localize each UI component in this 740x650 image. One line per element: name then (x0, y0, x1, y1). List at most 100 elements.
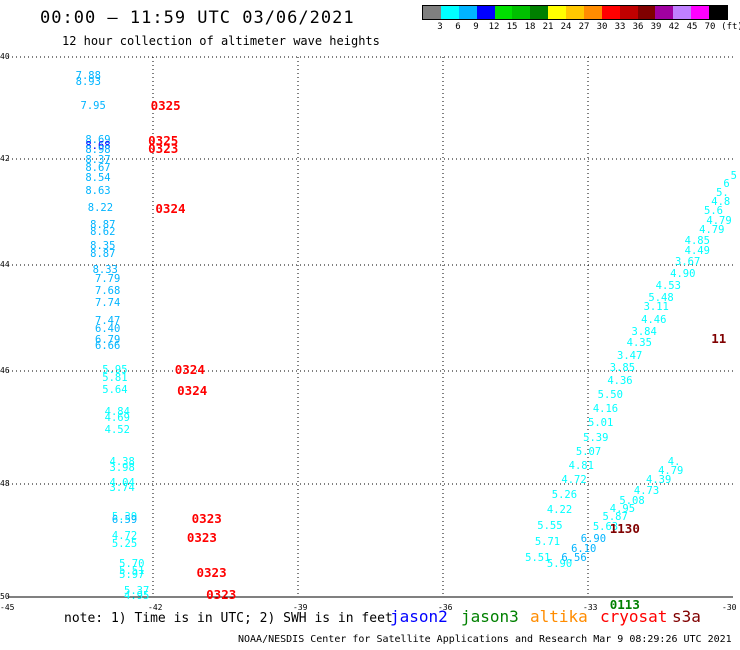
wave-height-label: 4.72 (111, 529, 138, 542)
wave-height-label: 8.87 (90, 247, 116, 260)
legend-swatch (440, 6, 459, 19)
wave-height-label: 5.51 (119, 564, 145, 577)
wave-height-label: 4.79 (706, 214, 732, 227)
wave-height-label: 5.81 (102, 371, 128, 384)
legend-swatch (619, 6, 638, 19)
wave-height-label: 5.70 (119, 558, 145, 571)
wave-height-label: 4.79 (699, 223, 725, 236)
lon-label: -33 (583, 603, 598, 612)
legend-tick-label: 33 (614, 22, 626, 32)
wave-height-label: 4.73 (633, 484, 660, 497)
map-grid (8, 56, 733, 598)
wave-height-label: 8.63 (85, 184, 111, 197)
wave-height-label: 4.38 (109, 456, 135, 469)
wave-height-label: 6.40 (95, 322, 121, 335)
legend-swatch (709, 6, 727, 19)
legend-tick-label: 42 (668, 22, 680, 32)
wave-height-label: 7.47 (95, 314, 121, 327)
lon-label: -39 (293, 603, 308, 612)
wave-height-label: 7.79 (95, 273, 121, 286)
wave-height-label: 6.90 (580, 532, 607, 545)
wave-height-label: 5 (730, 169, 737, 182)
wave-height-label: 4.81 (568, 459, 594, 472)
pass-time-label: 0323 (191, 510, 222, 526)
wave-height-label: 8.69 (85, 133, 111, 146)
legend-tick-label: 15 (506, 22, 518, 32)
lat-label: 40 (0, 52, 10, 61)
pass-time-label: 0113 (609, 597, 640, 613)
credit-line: NOAA/NESDIS Center for Satellite Applica… (238, 634, 732, 645)
wave-height-label: 8.33 (92, 263, 118, 276)
pass-time-label: 0325 (150, 98, 181, 114)
wave-height-label: 4.36 (607, 375, 633, 388)
legend-tick-label: 9 (473, 22, 479, 32)
wave-height-label: 8.98 (85, 143, 111, 156)
lat-label: 48 (0, 479, 10, 488)
wave-height-label: 3.74 (109, 481, 135, 494)
wave-height-label: 6.59 (111, 514, 138, 527)
wave-height-label: 5.63 (592, 520, 619, 533)
legend-tick-label: 45 (686, 22, 698, 32)
wave-height-label: 4.49 (684, 245, 710, 258)
wave-height-label: 6.56 (561, 552, 587, 565)
pass-time-label: 0325 (148, 132, 179, 148)
legend-swatch (673, 6, 692, 19)
wave-height-label: 4.52 (104, 423, 130, 436)
legend-swatch (548, 6, 566, 19)
wave-height-label: 8.54 (85, 172, 111, 185)
wave-height-label: 4.22 (546, 504, 573, 517)
legend-swatch (494, 6, 513, 19)
wave-height-label: 3.85 (609, 362, 636, 375)
wave-height-label: 5.6 (704, 205, 723, 218)
wave-height-label: 5.87 (602, 511, 628, 524)
legend-swatch (583, 6, 602, 19)
wave-height-label: 4.69 (104, 412, 130, 425)
footer-note: note: 1) Time is in UTC; 2) SWH is in fe… (64, 611, 393, 626)
lon-label: -42 (148, 603, 163, 612)
legend-swatch (530, 6, 549, 19)
wave-height-label: 5. (716, 187, 729, 200)
legend-tick-label: 30 (596, 22, 608, 32)
wave-height-label: 8.68 (85, 140, 111, 153)
legend-tick-label: 70 (704, 22, 716, 32)
wave-height-label: 4.35 (626, 337, 652, 350)
legend-swatch (637, 6, 656, 19)
color-scale-legend (422, 5, 728, 20)
lat-label: 46 (0, 366, 10, 375)
wave-height-label: 3.47 (617, 349, 643, 362)
wave-height-label: 5.48 (648, 291, 674, 304)
wave-height-label: 4.79 (658, 465, 684, 478)
wave-height-label: 5.39 (583, 431, 609, 444)
pass-time-label: 0323 (186, 530, 217, 546)
wave-height-label: 5.51 (525, 552, 551, 565)
legend-tick-label: 12 (488, 22, 500, 32)
map-subtitle: 12 hour collection of altimeter wave hei… (62, 34, 380, 48)
wave-height-label: 3.11 (643, 301, 669, 314)
wave-height-label: 5.01 (588, 416, 614, 429)
wave-height-label: 4.72 (561, 474, 587, 487)
wave-height-label: 5.97 (119, 569, 145, 582)
wave-height-label: 7.88 (75, 69, 101, 82)
legend-swatch (512, 6, 531, 19)
legend-swatch (601, 6, 620, 19)
wave-height-label: 4. (667, 456, 681, 469)
wave-height-label: 5.55 (537, 519, 563, 532)
wave-height-label: 8.87 (90, 218, 116, 231)
satellite-name-jason2: jason2 (390, 607, 448, 626)
legend-tick-label: 6 (455, 22, 461, 32)
wave-height-label: 5.25 (111, 538, 138, 551)
wave-height-label: 3.98 (109, 462, 135, 475)
legend-swatch (655, 6, 674, 19)
wave-height-label: 7.68 (95, 285, 121, 298)
wave-height-label: 5.37 (124, 585, 150, 598)
lat-label: 44 (0, 260, 10, 269)
pass-time-label: 0324 (174, 362, 205, 378)
lat-label: 50 (0, 592, 10, 601)
pass-time-label: 0324 (155, 201, 186, 217)
wave-height-label: 5.08 (619, 494, 645, 507)
wave-height-label: 6.66 (95, 339, 121, 352)
pass-time-label: 0323 (206, 587, 237, 603)
legend-swatch (691, 6, 709, 19)
legend-tick-label: 3 (437, 22, 443, 32)
